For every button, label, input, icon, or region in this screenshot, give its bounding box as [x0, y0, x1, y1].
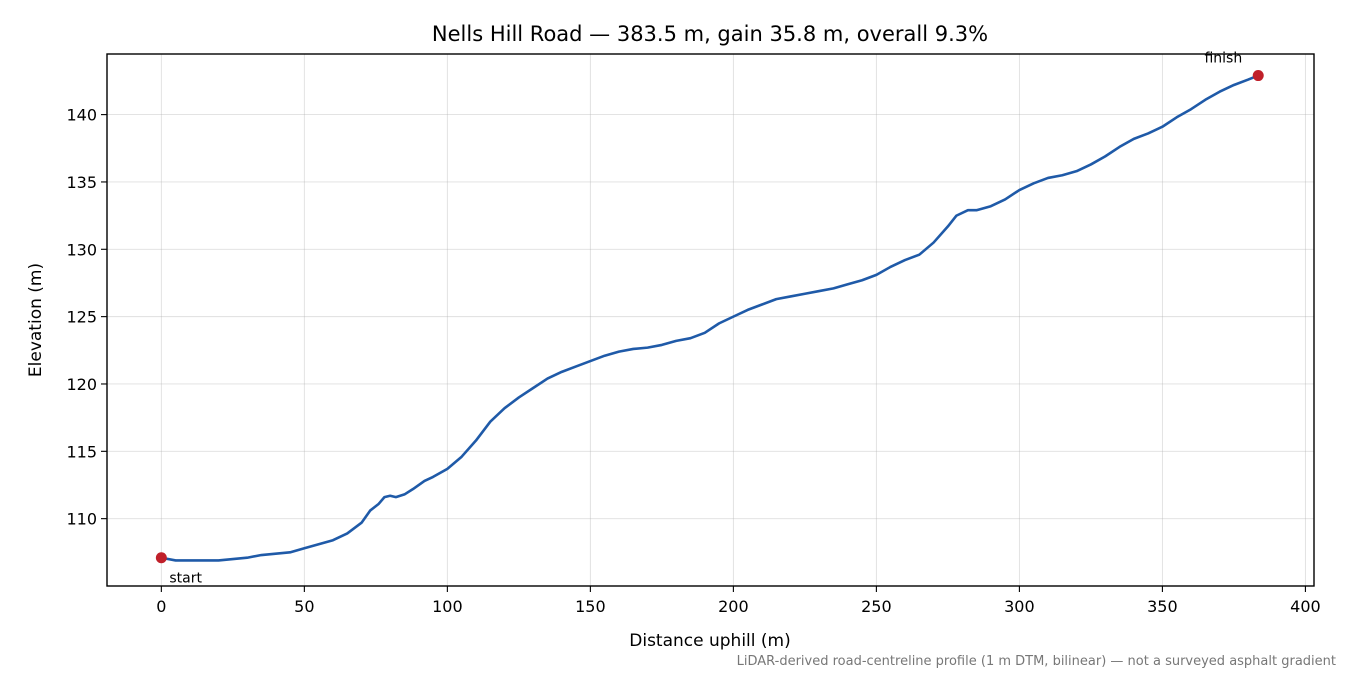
y-tick-label: 135: [66, 173, 97, 192]
x-tick-label: 200: [718, 597, 749, 616]
elevation-profile-line: [160, 74, 1260, 562]
start-marker: [155, 552, 167, 564]
x-tick-label: 300: [1004, 597, 1035, 616]
x-tick-label: 150: [575, 597, 606, 616]
x-axis-label: Distance uphill (m): [629, 631, 790, 651]
y-tick-label: 115: [66, 442, 97, 461]
finish-marker: [1252, 70, 1264, 82]
grid: [107, 54, 1314, 586]
x-tick-label: 400: [1290, 597, 1321, 616]
start-annotation: start: [169, 571, 202, 587]
y-tick-label: 140: [66, 106, 97, 125]
x-tick-label: 250: [861, 597, 892, 616]
y-tick-label: 110: [66, 510, 97, 529]
y-tick-label: 120: [66, 375, 97, 394]
y-axis-label: Elevation (m): [26, 263, 46, 377]
plot-area-frame: [106, 53, 1315, 587]
x-tick-label: 350: [1147, 597, 1178, 616]
chart-title: Nells Hill Road — 383.5 m, gain 35.8 m, …: [432, 22, 988, 46]
series: [160, 74, 1260, 562]
footnote: LiDAR-derived road-centreline profile (1…: [737, 654, 1336, 669]
x-tick-label: 50: [294, 597, 314, 616]
x-tick-label: 0: [156, 597, 166, 616]
axis-ticks: 0 50 100 150 200 250 300 350 400 110 115 120 125 130 1…: [66, 106, 1320, 616]
x-tick-label: 100: [432, 597, 463, 616]
y-tick-label: 125: [66, 308, 97, 327]
endpoint-markers: [155, 70, 1264, 564]
finish-annotation: finish: [1204, 51, 1242, 67]
y-tick-label: 130: [66, 240, 97, 259]
